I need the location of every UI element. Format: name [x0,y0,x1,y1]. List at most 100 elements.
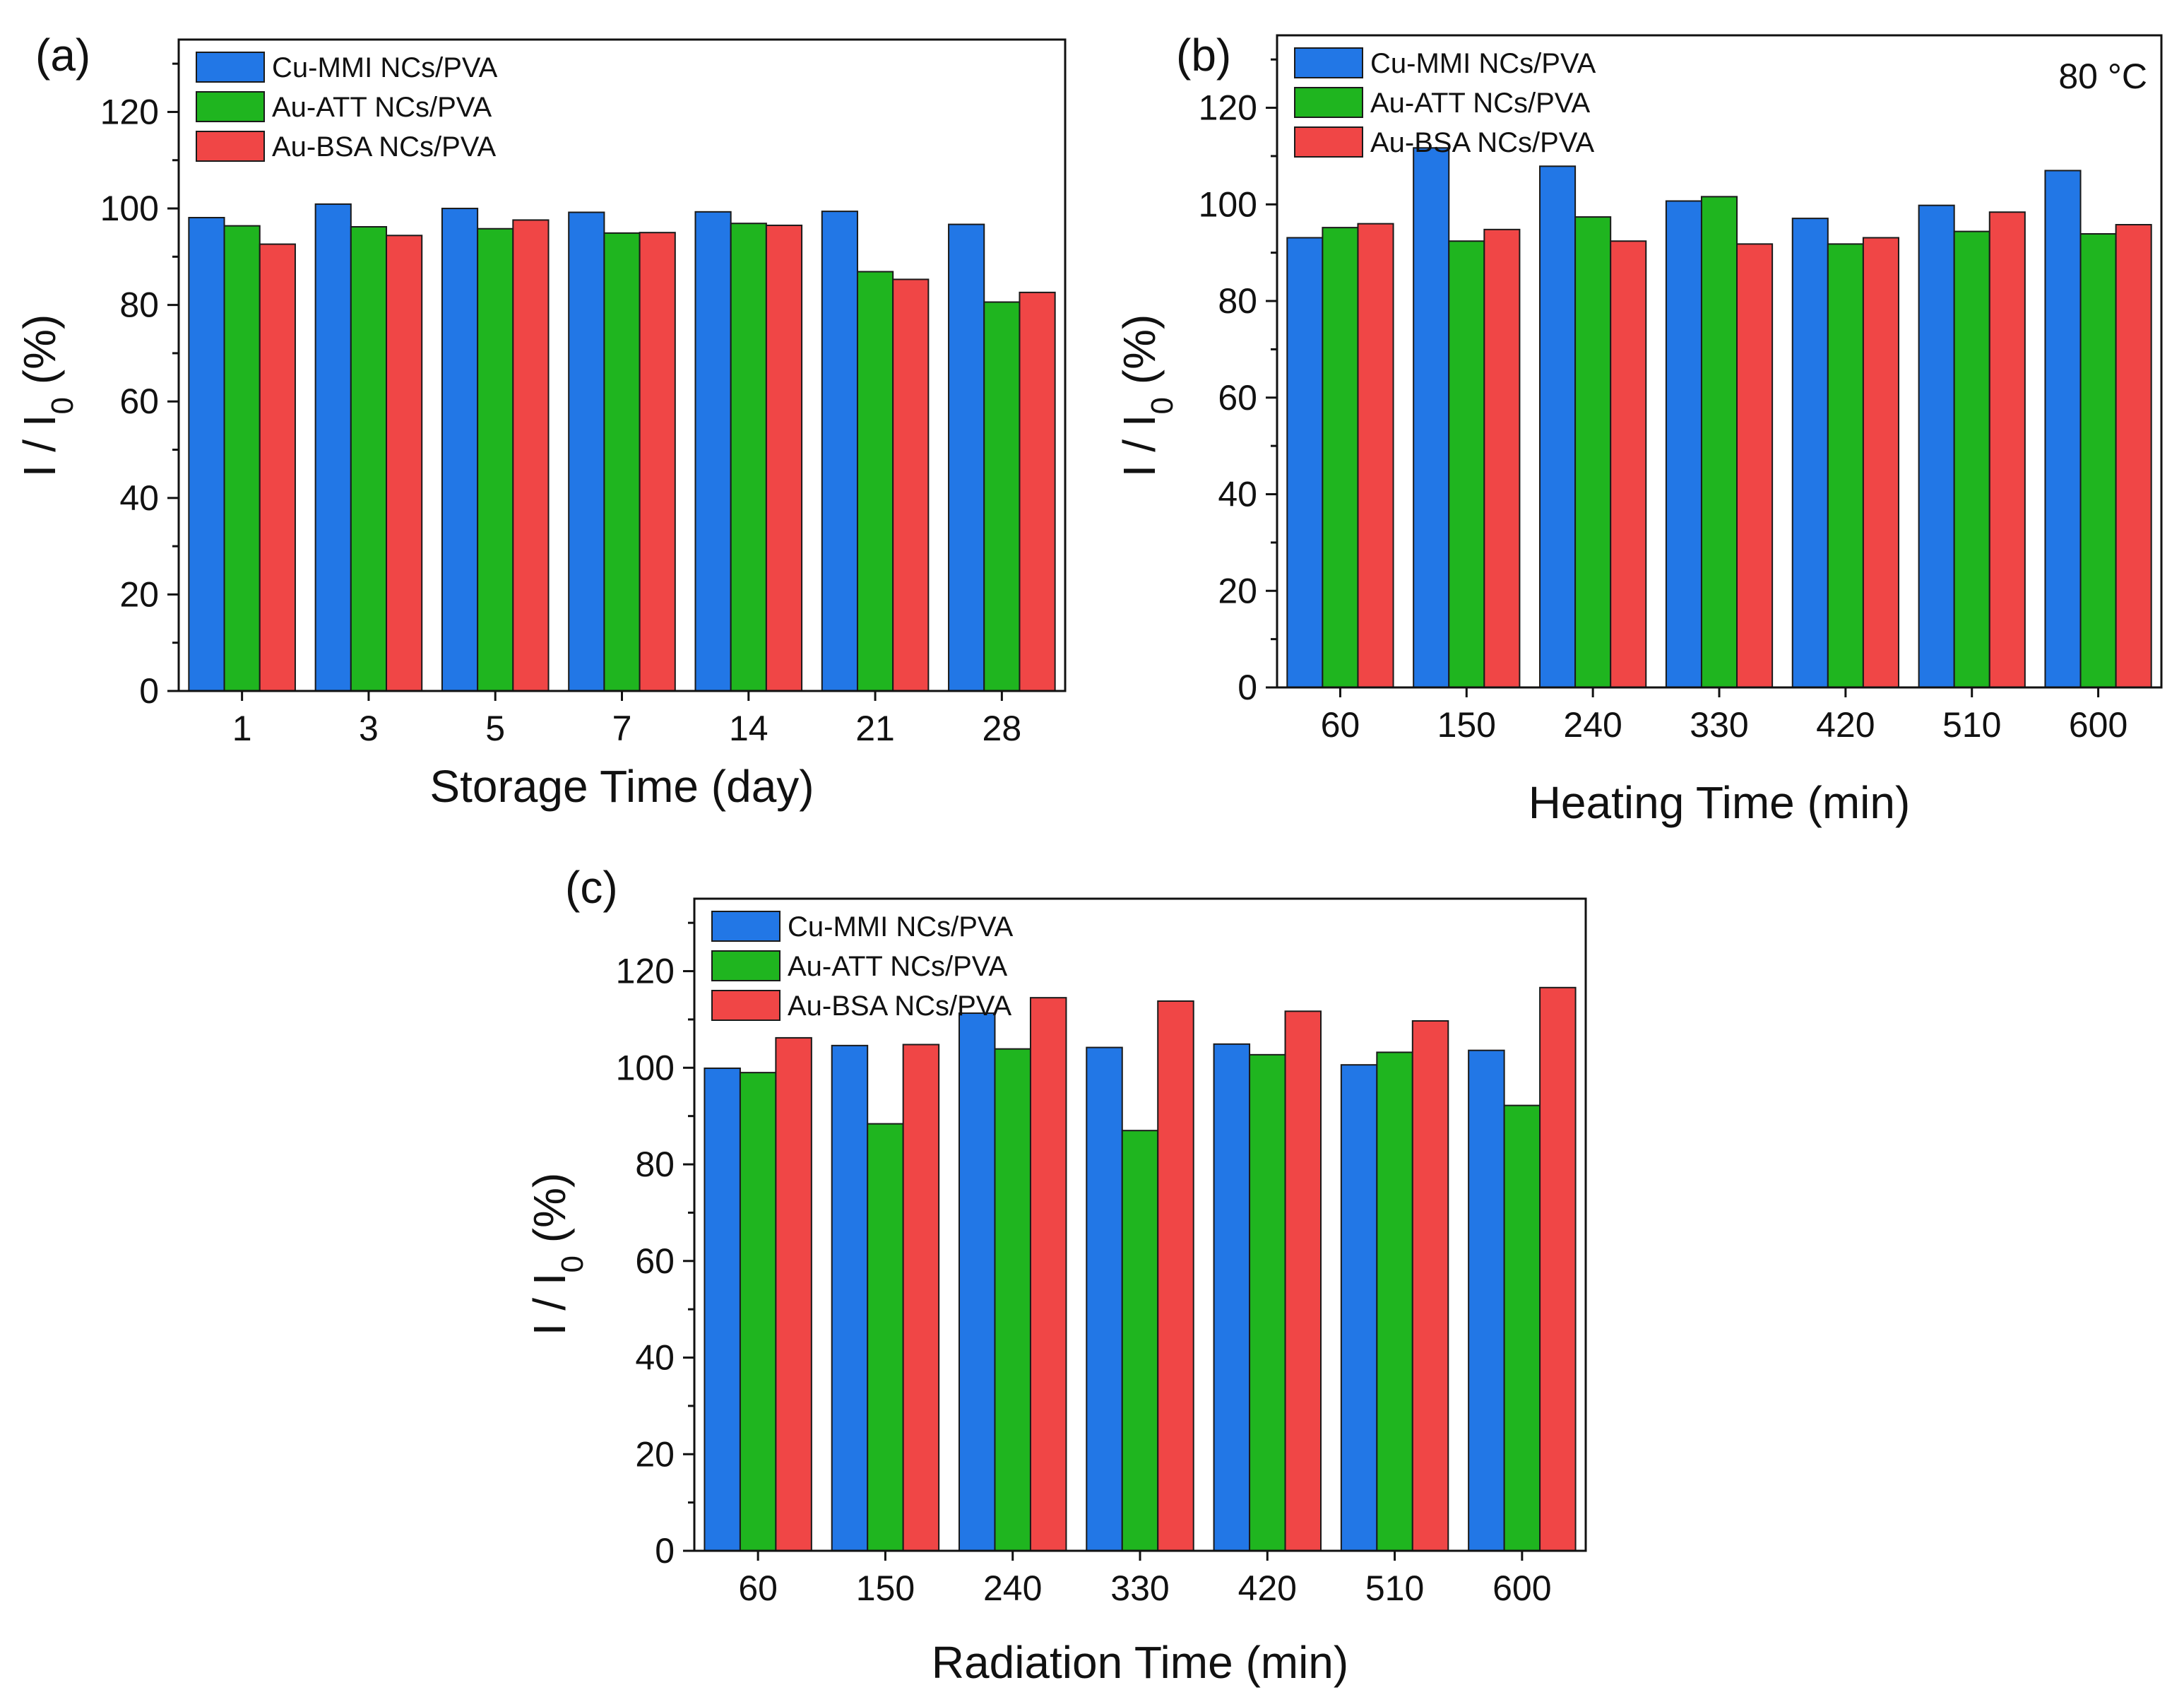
bar-b-s0-c0 [1286,237,1324,688]
legend-swatch-a-2 [196,131,265,162]
bar-a-s0-c4 [694,211,732,692]
plot-frame-b [1276,34,2163,689]
bar-a-s2-c6 [1019,291,1056,692]
bar-b-s1-c1 [1448,240,1485,689]
bar-c-s2-c3 [1157,1000,1194,1552]
bar-c-s0-c2 [958,1012,996,1552]
panel-c: 60 150 240 330 420 510 600 0 20 40 60 80 100 120 Cu-MM… [524,862,1587,1688]
y-tick-label-c-120: 120 [616,952,675,991]
x-tick-label-b-1: 150 [1437,705,1496,745]
bar-c-s1-c0 [739,1072,777,1552]
bar-c-s1-c3 [1121,1130,1159,1552]
bar-b-s0-c6 [2044,170,2082,689]
panel-b: 60 150 240 330 420 510 600 0 20 40 60 80 100 120 Cu-MM… [1114,30,2163,828]
x-tick-label-b-3: 330 [1690,705,1748,745]
plot-frame-c [693,897,1587,1552]
bar-c-s2-c5 [1411,1020,1449,1552]
bar-c-s0-c0 [704,1067,741,1552]
x-tick-label-a-5: 21 [855,709,895,748]
bar-c-s1-c5 [1376,1051,1413,1552]
x-tick-label-c-4: 420 [1238,1568,1297,1608]
bar-b-s1-c3 [1700,196,1738,688]
y-tick-label-c-60: 60 [635,1241,675,1281]
legend-label-a-1: Au-ATT NCs/PVA [272,92,492,123]
bar-a-s2-c2 [512,219,550,692]
x-tick-label-b-0: 60 [1321,705,1360,745]
legend-swatch-c-0 [711,911,781,942]
legend-label-b-2: Au-BSA NCs/PVA [1370,127,1594,158]
bar-c-s0-c6 [1468,1049,1505,1552]
bar-b-s0-c5 [1918,204,1955,688]
bar-c-s0-c5 [1340,1064,1378,1552]
bar-a-s1-c3 [603,232,641,692]
bar-b-s1-c5 [1953,230,1990,689]
legend-label-b-1: Au-ATT NCs/PVA [1370,88,1590,119]
bar-c-s2-c4 [1284,1010,1322,1552]
y-tick-label-a-100: 100 [100,189,159,228]
bar-c-s1-c4 [1249,1053,1286,1552]
legend-label-a-2: Au-BSA NCs/PVA [272,131,496,162]
bar-a-s2-c5 [892,278,930,692]
x-tick-label-a-4: 14 [729,709,768,748]
y-tick-label-a-40: 40 [119,478,159,518]
bar-b-s2-c6 [2115,224,2152,688]
y-tick-label-b-100: 100 [1199,184,1257,224]
bar-b-s2-c1 [1483,228,1521,688]
y-axis-title-sub-b: 0 [1145,397,1180,414]
bar-b-s0-c4 [1791,218,1829,688]
y-axis-title-main-b: I / I [1114,414,1165,477]
y-tick-label-b-120: 120 [1199,88,1257,128]
y-axis-title-b: I / I0 (%) [1114,314,1180,478]
x-tick-label-c-2: 240 [983,1568,1042,1608]
y-axis-title-tail-b: (%) [1114,314,1165,397]
y-tick-label-b-20: 20 [1218,571,1257,610]
legend-swatch-b-2 [1294,126,1363,158]
legend-swatch-b-1 [1294,87,1363,118]
x-tick-label-c-3: 330 [1110,1568,1169,1608]
x-tick-label-a-6: 28 [983,709,1022,748]
legend-swatch-a-1 [196,91,265,122]
y-tick-label-a-60: 60 [119,382,159,421]
bar-a-s1-c5 [856,271,894,692]
y-axis-title-c: I / I0 (%) [524,1173,590,1336]
bar-b-s1-c4 [1827,243,1864,688]
bar-c-s1-c1 [867,1123,904,1552]
legend-label-c-0: Cu-MMI NCs/PVA [788,911,1014,942]
bar-a-s1-c1 [350,225,388,692]
panel-label-b: (b) [1176,30,1231,81]
legend-label-c-1: Au-ATT NCs/PVA [788,951,1007,982]
legend-swatch-c-2 [711,990,781,1021]
bar-a-s0-c1 [314,203,352,692]
bar-c-s1-c6 [1503,1104,1541,1552]
bar-a-s1-c2 [477,227,514,692]
bar-c-s1-c2 [994,1048,1031,1552]
y-tick-label-b-40: 40 [1218,475,1257,514]
x-tick-label-c-0: 60 [738,1568,778,1608]
bar-a-s1-c6 [983,301,1021,692]
bar-b-s0-c3 [1665,200,1702,688]
y-tick-label-b-80: 80 [1218,281,1257,321]
y-tick-label-b-0: 0 [1238,668,1257,707]
bar-c-s2-c6 [1539,986,1577,1552]
bar-b-s2-c2 [1610,240,1647,689]
x-axis-title-a: Storage Time (day) [429,761,814,812]
bar-b-s2-c0 [1357,223,1394,688]
bar-a-s2-c1 [386,235,423,692]
x-tick-label-a-3: 7 [612,709,632,748]
x-tick-label-c-6: 600 [1492,1568,1551,1608]
bar-a-s0-c3 [568,211,605,692]
bar-b-s0-c1 [1413,147,1450,688]
y-axis-title-sub-c: 0 [555,1255,590,1272]
bar-b-s0-c2 [1539,165,1577,689]
bar-c-s2-c1 [902,1044,940,1552]
y-axis-title-main-c: I / I [524,1272,575,1335]
x-axis-title-b: Heating Time (min) [1529,777,1911,828]
x-tick-label-b-6: 600 [2069,705,2127,745]
bar-b-s2-c3 [1736,243,1774,688]
bar-b-s1-c0 [1322,227,1359,688]
bar-a-s2-c0 [259,243,296,692]
y-tick-label-c-0: 0 [655,1531,675,1571]
y-tick-label-a-80: 80 [119,285,159,325]
x-tick-label-b-5: 510 [1942,705,2001,745]
